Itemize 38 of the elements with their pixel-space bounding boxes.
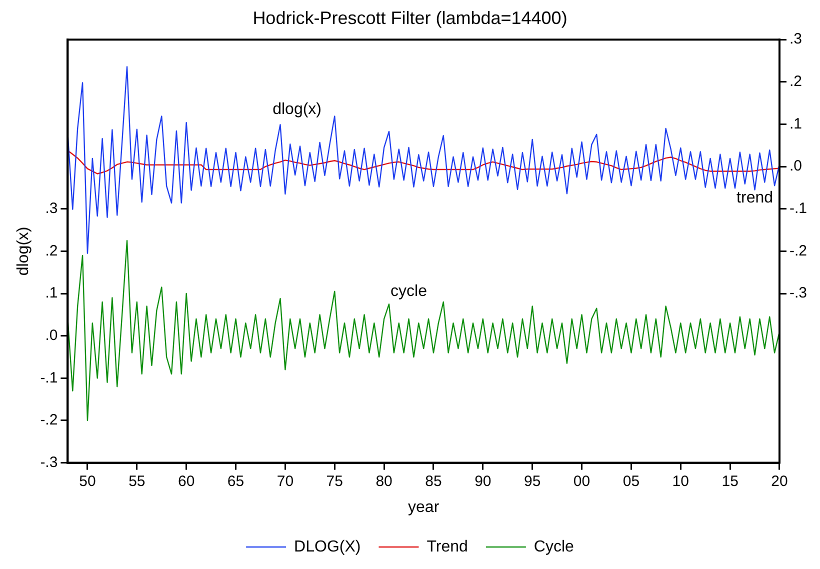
- x-tick-label: 55: [128, 472, 146, 490]
- y-axis-title: dlog(x): [15, 226, 32, 276]
- x-tick-label: 15: [722, 472, 738, 490]
- annotation: trend: [736, 190, 774, 207]
- chart-title: Hodrick-Prescott Filter (lambda=14400): [252, 8, 568, 28]
- annotation: dlog(x): [272, 100, 322, 118]
- y-tick-label: -.1: [40, 369, 58, 386]
- y-tick-label: -.2: [40, 412, 58, 429]
- x-tick-label: 65: [227, 472, 244, 490]
- x-tick-label: 95: [524, 472, 541, 490]
- x-tick-label: 60: [178, 472, 195, 490]
- legend-label: Cycle: [534, 538, 574, 556]
- x-tick-label: 10: [672, 472, 689, 490]
- y-tick-label: .0: [45, 326, 58, 344]
- legend-label: DLOG(X): [294, 538, 361, 556]
- x-tick-label: 20: [771, 472, 788, 490]
- y-tick-label: -.3: [40, 454, 58, 471]
- x-tick-label: 05: [622, 472, 640, 490]
- y2-tick-label: .1: [789, 115, 802, 132]
- x-tick-label: 90: [474, 472, 492, 490]
- annotation: cycle: [390, 282, 428, 300]
- y2-tick-label: -.3: [789, 284, 808, 302]
- x-tick-label: 80: [376, 472, 392, 490]
- y2-tick-label: -.1: [789, 200, 808, 218]
- y2-tick-label: .0: [789, 158, 802, 175]
- x-tick-label: 50: [79, 472, 96, 490]
- x-tick-label: 70: [276, 472, 294, 490]
- x-tick-label: 00: [573, 472, 590, 490]
- y-tick-label: .2: [45, 242, 58, 260]
- y2-tick-label: .3: [789, 30, 802, 48]
- y2-tick-label: .2: [789, 73, 802, 90]
- x-tick-label: 75: [326, 472, 343, 490]
- y-tick-label: .3: [45, 200, 58, 218]
- x-tick-label: 85: [425, 472, 442, 490]
- y2-tick-label: -.2: [789, 242, 808, 260]
- legend-label: Trend: [426, 538, 468, 556]
- y-tick-label: .1: [45, 284, 58, 302]
- x-axis-title: year: [408, 498, 440, 516]
